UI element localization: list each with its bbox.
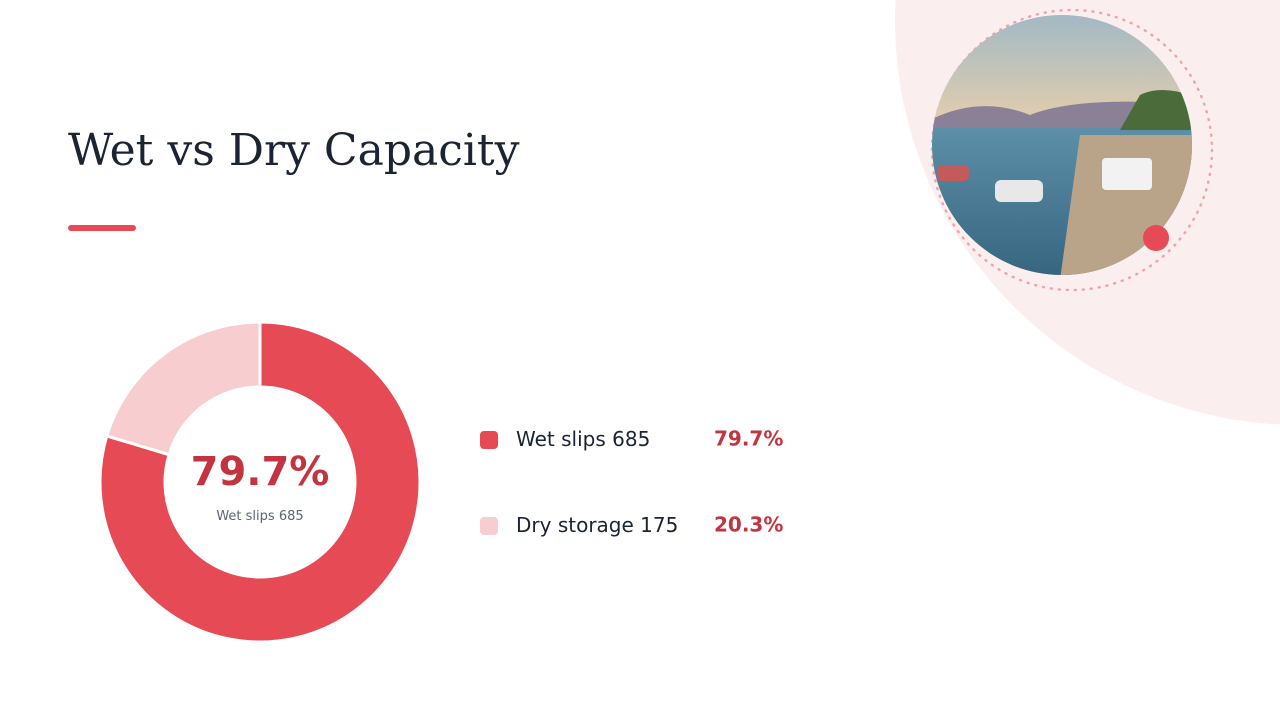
legend-category: Dry storage	[516, 513, 634, 537]
donut-chart	[98, 320, 422, 644]
legend-label: Dry storage 175	[516, 513, 678, 537]
center-category: Wet slips	[216, 509, 275, 524]
title-underline	[68, 225, 136, 231]
legend-value: 685	[612, 427, 650, 451]
donut-segment	[98, 320, 422, 644]
center-label: Wet slips 685	[216, 509, 303, 524]
donut-segment	[104, 320, 262, 457]
center-value: 685	[279, 509, 304, 524]
legend: Wet slips 685 79.7% Dry storage 175 20.3%	[480, 427, 783, 537]
legend-category: Wet slips	[516, 427, 606, 451]
title: Wet vs Dry Capacity	[68, 125, 520, 176]
legend-value: 175	[640, 513, 678, 537]
legend-label: Wet slips 685	[516, 427, 650, 451]
dotted-ring	[930, 8, 1214, 292]
legend-swatch	[480, 431, 498, 449]
legend-swatch	[480, 517, 498, 535]
legend-percentage: 79.7%	[714, 427, 783, 451]
accent-dot	[1143, 225, 1169, 251]
legend-percentage: 20.3%	[714, 513, 783, 537]
center-percentage: 79.7%	[191, 449, 330, 495]
